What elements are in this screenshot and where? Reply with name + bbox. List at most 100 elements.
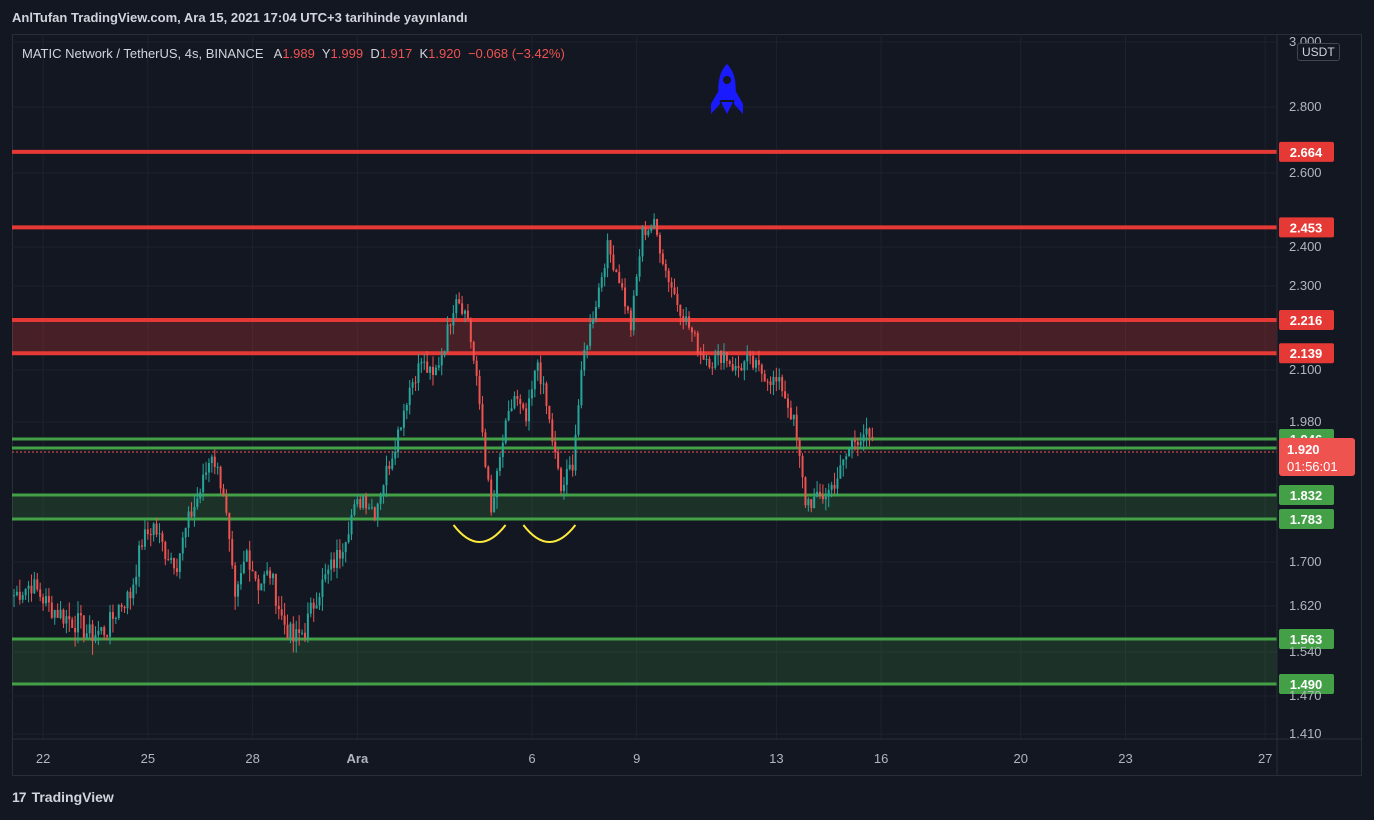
candle-body — [193, 506, 196, 517]
candle-body — [30, 585, 33, 594]
candle-body — [120, 604, 123, 608]
candle-body — [600, 277, 603, 288]
candle-body — [574, 434, 577, 471]
candle-body — [682, 315, 685, 322]
candle-body — [743, 361, 746, 371]
candle-body — [560, 468, 563, 492]
candle-body — [27, 585, 30, 589]
candle-body — [513, 396, 516, 409]
horizontal-levels: 2.6642.4532.2162.1391.9461.9281.8321.783… — [12, 141, 1355, 694]
candle-body — [641, 227, 644, 257]
candle-body — [106, 635, 109, 637]
tradingview-logo[interactable]: 17 TradingView — [12, 789, 114, 805]
candle-body — [702, 354, 705, 360]
candle-body — [385, 465, 388, 486]
candle-body — [830, 484, 833, 490]
candle-body — [222, 488, 225, 496]
time-tick-label: Ara — [347, 751, 369, 766]
candle-body — [289, 623, 292, 639]
candle-body — [399, 427, 402, 430]
candle-body — [740, 367, 743, 371]
candle-body — [141, 545, 144, 547]
candle-body — [33, 579, 36, 594]
level-label: 2.453 — [1290, 220, 1323, 235]
price-tick-label: 2.100 — [1289, 362, 1322, 377]
bottom-arc-annotation — [522, 524, 577, 543]
candle-body — [207, 462, 210, 473]
currency-badge[interactable]: USDT — [1297, 43, 1340, 61]
candle-body — [187, 511, 190, 528]
candle-body — [266, 570, 269, 575]
candle-body — [376, 503, 379, 520]
candle-body — [618, 272, 621, 284]
level-badge — [1279, 509, 1334, 529]
candle-body — [219, 466, 222, 489]
candle-body — [525, 408, 528, 422]
level-badge — [1279, 485, 1334, 505]
candle-body — [734, 365, 737, 371]
candle-body — [59, 609, 62, 618]
candle-body — [693, 332, 696, 334]
candle-body — [458, 299, 461, 304]
level-badge — [1279, 674, 1334, 694]
price-tick-label: 1.620 — [1289, 598, 1322, 613]
candle-body — [603, 268, 606, 278]
candle-body — [606, 240, 609, 269]
candle-body — [394, 451, 397, 459]
candlestick-chart[interactable]: 2.6642.4532.2162.1391.9461.9281.8321.783… — [12, 34, 1362, 776]
candle-body — [280, 609, 283, 616]
candle-body — [839, 465, 842, 479]
candle-body — [315, 605, 318, 609]
candle-body — [781, 377, 784, 392]
candle-body — [804, 477, 807, 506]
candle-body — [271, 573, 274, 579]
candle-body — [248, 550, 251, 570]
candle-body — [496, 470, 499, 498]
candle-body — [493, 497, 496, 513]
candle-body — [455, 299, 458, 314]
close-value: 1.920 — [428, 46, 461, 61]
candle-body — [74, 627, 77, 633]
candle-body — [164, 541, 167, 560]
candle-body — [388, 465, 391, 469]
candle-body — [478, 375, 481, 405]
candle-body — [178, 553, 181, 572]
candle-body — [234, 565, 237, 597]
candle-body — [274, 573, 277, 606]
candle-body — [301, 632, 304, 634]
candle-body — [763, 373, 766, 382]
candle-body — [667, 270, 670, 283]
candle-body — [504, 420, 507, 443]
candle-body — [103, 627, 106, 636]
candle-body — [699, 353, 702, 355]
candle-body — [263, 574, 266, 584]
candle-body — [414, 382, 417, 384]
candle-body — [757, 360, 760, 365]
candle-body — [708, 358, 711, 368]
candle-body — [440, 355, 443, 366]
candle-body — [327, 569, 330, 575]
candle-body — [190, 511, 193, 517]
candle-body — [705, 358, 708, 360]
price-tick-label: 2.400 — [1289, 239, 1322, 254]
candle-body — [158, 533, 161, 535]
time-tick-label: 13 — [769, 751, 783, 766]
candle-body — [405, 404, 408, 411]
candle-body — [624, 287, 627, 307]
candle-body — [129, 591, 132, 599]
publish-header: AnlTufan TradingView.com, Ara 15, 2021 1… — [12, 10, 468, 25]
candle-body — [818, 491, 821, 497]
candle-body — [449, 324, 452, 326]
high-label: Y — [321, 46, 331, 61]
candle-body — [367, 507, 370, 509]
candle-body — [650, 227, 653, 231]
time-tick-label: 25 — [141, 751, 155, 766]
candle-body — [295, 629, 298, 642]
candle-body — [117, 604, 120, 618]
low-label: D — [370, 46, 380, 61]
candle-body — [647, 230, 650, 236]
candle-body — [365, 496, 368, 509]
candle-body — [481, 404, 484, 433]
candle-body — [286, 624, 289, 639]
level-badge — [1279, 217, 1334, 238]
